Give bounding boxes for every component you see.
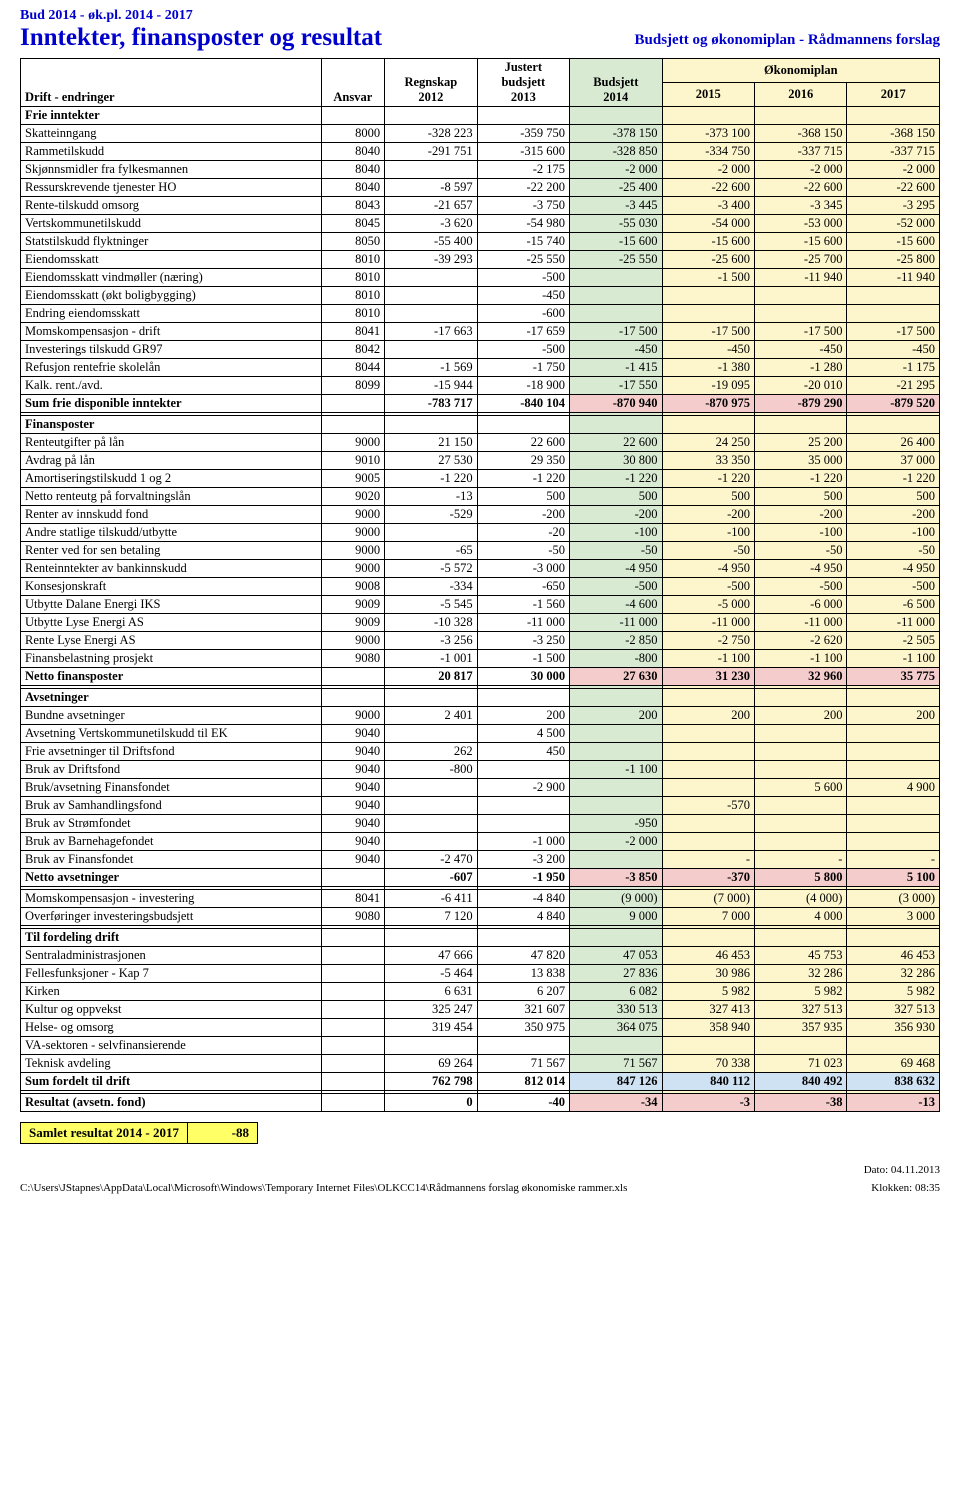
table-row: Renter av innskudd fond9000-529-200-200-… [21, 506, 940, 524]
table-row: Kultur og oppvekst325 247321 607330 5133… [21, 1001, 940, 1019]
table-row: Utbytte Lyse Energi AS9009-10 328-11 000… [21, 614, 940, 632]
table-row: Konsesjonskraft9008-334-650-500-500-500-… [21, 578, 940, 596]
table-row: Skjønnsmidler fra fylkesmannen8040-2 175… [21, 161, 940, 179]
table-row: Bruk/avsetning Finansfondet9040-2 9005 6… [21, 779, 940, 797]
table-row: Momskompensasjon - investering8041-6 411… [21, 890, 940, 908]
samlet-label: Samlet resultat 2014 - 2017 [21, 1123, 188, 1144]
table-row: Bruk av Finansfondet9040-2 470-3 200--- [21, 851, 940, 869]
table-row: Renter ved for sen betaling9000-65-50-50… [21, 542, 940, 560]
table-row: VA-sektoren - selvfinansierende [21, 1037, 940, 1055]
footer-klokken: Klokken: 08:35 [871, 1182, 940, 1194]
doc-subtitle: Budsjett og økonomiplan - Rådmannens for… [635, 32, 940, 49]
table-row: Helse- og omsorg319 454350 975364 075358… [21, 1019, 940, 1037]
table-row: Fellesfunksjoner - Kap 7-5 46413 83827 8… [21, 965, 940, 983]
table-row: Bruk av Barnehagefondet9040-1 000-2 000 [21, 833, 940, 851]
samlet-row: Samlet resultat 2014 - 2017 -88 [20, 1122, 940, 1144]
table-row: Utbytte Dalane Energi IKS9009-5 545-1 56… [21, 596, 940, 614]
table-row: Bundne avsetninger90002 4012002002002002… [21, 707, 940, 725]
footer-path: C:\Users\JStapnes\AppData\Local\Microsof… [20, 1182, 627, 1194]
table-row: Rente Lyse Energi AS9000-3 256-3 250-2 8… [21, 632, 940, 650]
table-row: Kalk. rent./avd.8099-15 944-18 900-17 55… [21, 377, 940, 395]
table-row: Avdrag på lån901027 53029 35030 80033 35… [21, 452, 940, 470]
table-row: Eiendomsskatt (økt boligbygging)8010-450 [21, 287, 940, 305]
table-row: Avsetning Vertskommunetilskudd til EK904… [21, 725, 940, 743]
table-row: Momskompensasjon - drift8041-17 663-17 6… [21, 323, 940, 341]
table-row: Statstilskudd flyktninger8050-55 400-15 … [21, 233, 940, 251]
table-row: Rammetilskudd8040-291 751-315 600-328 85… [21, 143, 940, 161]
table-row: Endring eiendomsskatt8010-600 [21, 305, 940, 323]
table-row: Refusjon rentefrie skolelån8044-1 569-1 … [21, 359, 940, 377]
budget-table-container: Drift - endringerAnsvarRegnskap2012Juste… [0, 58, 960, 1112]
table-row: Eiendomsskatt vindmøller (næring)8010-50… [21, 269, 940, 287]
table-row: Andre statlige tilskudd/utbytte9000-20-1… [21, 524, 940, 542]
table-row: Teknisk avdeling69 26471 56771 56770 338… [21, 1055, 940, 1073]
table-row: Investerings tilskudd GR978042-500-450-4… [21, 341, 940, 359]
table-row: Skatteinngang8000-328 223-359 750-378 15… [21, 125, 940, 143]
table-row: Rente-tilskudd omsorg8043-21 657-3 750-3… [21, 197, 940, 215]
table-row: Bruk av Samhandlingsfond9040-570 [21, 797, 940, 815]
table-row: Frie avsetninger til Driftsfond904026245… [21, 743, 940, 761]
table-row: Amortiseringstilskudd 1 og 29005-1 220-1… [21, 470, 940, 488]
samlet-value: -88 [187, 1123, 257, 1144]
table-row: Vertskommunetilskudd8045-3 620-54 980-55… [21, 215, 940, 233]
table-row: Sentraladministrasjonen47 66647 82047 05… [21, 947, 940, 965]
table-row: Renteutgifter på lån900021 15022 60022 6… [21, 434, 940, 452]
table-row: Kirken6 6316 2076 0825 9825 9825 982 [21, 983, 940, 1001]
table-row: Ressurskrevende tjenester HO8040-8 597-2… [21, 179, 940, 197]
table-row: Eiendomsskatt8010-39 293-25 550-25 550-2… [21, 251, 940, 269]
doc-title: Inntekter, finansposter og resultat [20, 24, 382, 51]
table-row: Netto renteutg på forvaltningslån9020-13… [21, 488, 940, 506]
footer-row-1: Dato: 04.11.2013 [0, 1154, 960, 1182]
table-row: Bruk av Strømfondet9040-950 [21, 815, 940, 833]
footer-dato: Dato: 04.11.2013 [864, 1164, 940, 1176]
table-row: Bruk av Driftsfond9040-800-1 100 [21, 761, 940, 779]
footer-row-2: C:\Users\JStapnes\AppData\Local\Microsof… [0, 1182, 960, 1204]
table-row: Overføringer investeringsbudsjett90807 1… [21, 908, 940, 926]
table-row: Renteinntekter av bankinnskudd9000-5 572… [21, 560, 940, 578]
doc-header-line1: Bud 2014 - øk.pl. 2014 - 2017 [0, 0, 960, 24]
budget-table: Drift - endringerAnsvarRegnskap2012Juste… [20, 58, 940, 1112]
table-row: Finansbelastning prosjekt9080-1 001-1 50… [21, 650, 940, 668]
